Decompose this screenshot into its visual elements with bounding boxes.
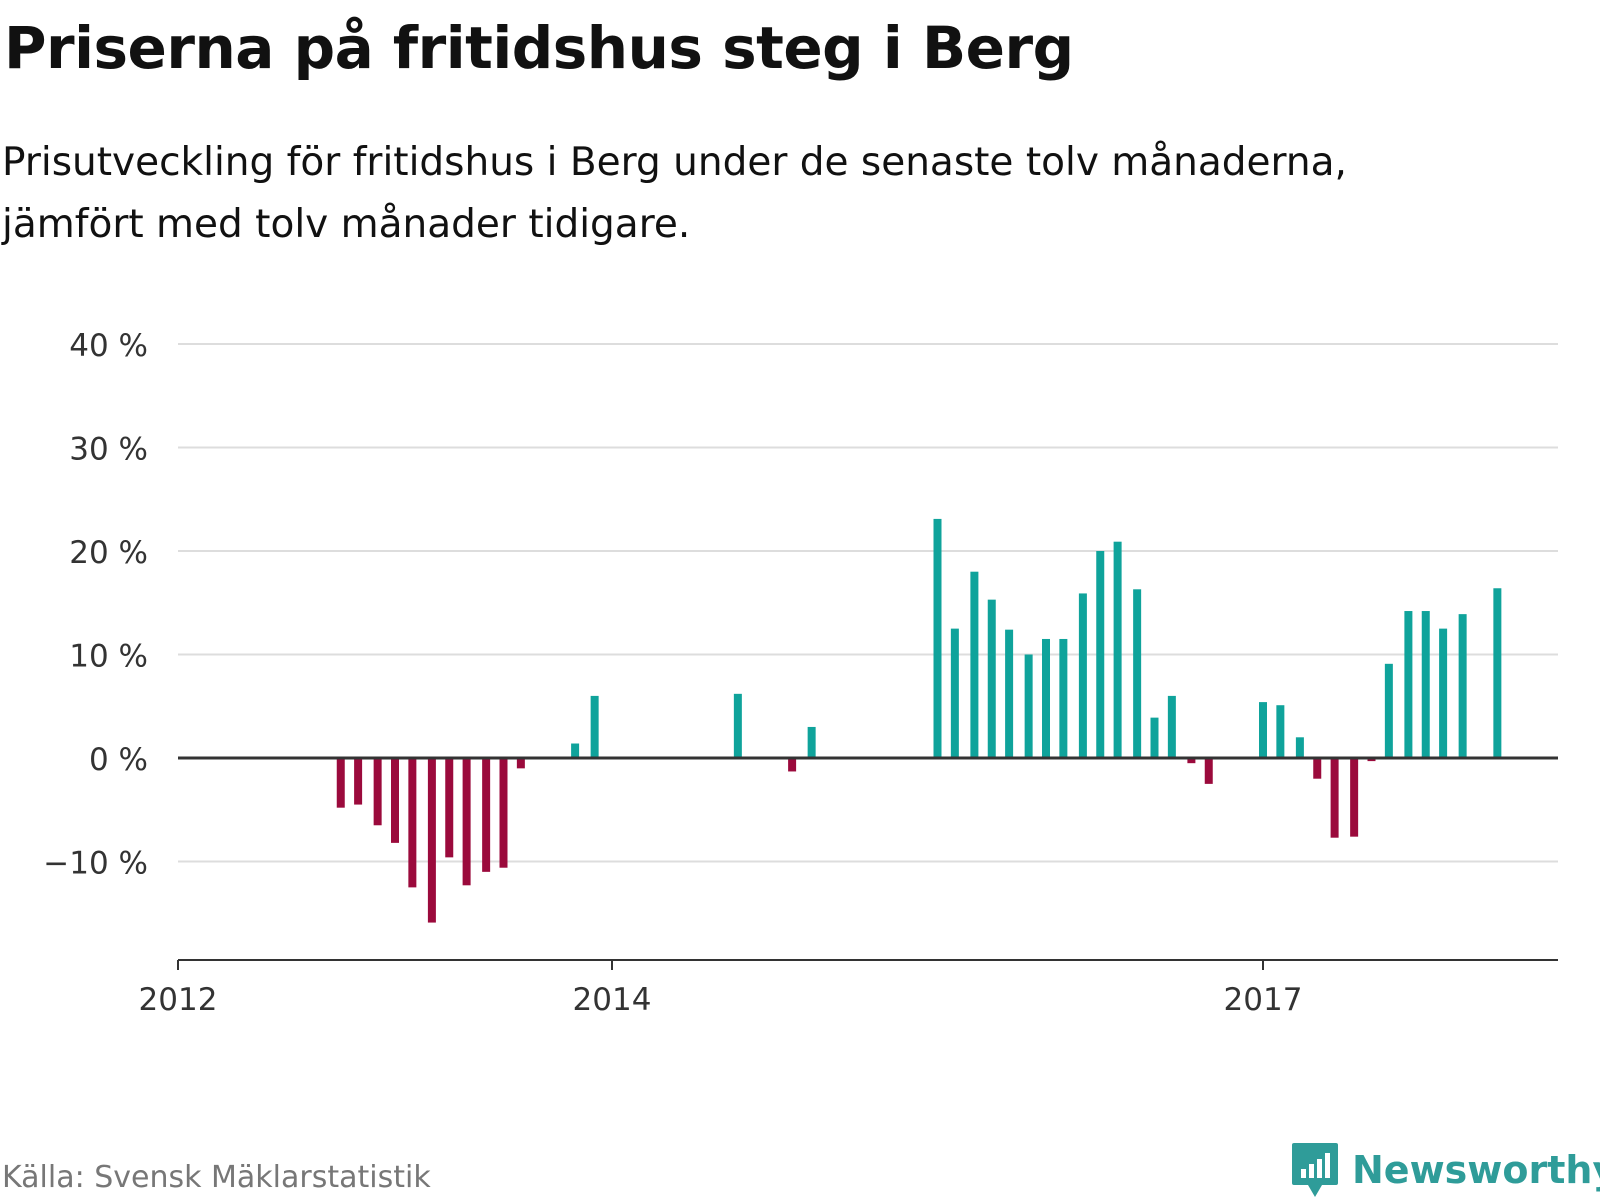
bar (1078, 593, 1087, 758)
source-note: Källa: Svensk Mäklarstatistik (2, 1160, 431, 1195)
bar (733, 693, 742, 758)
y-tick-label: 30 % (69, 432, 148, 468)
bar (807, 726, 816, 758)
bar (1113, 541, 1122, 758)
bar (1439, 628, 1448, 758)
y-tick-label: 40 % (69, 328, 148, 364)
bar (571, 743, 580, 758)
y-tick-label: 10 % (69, 639, 148, 675)
y-tick-label: 0 % (89, 742, 148, 778)
brand-name: Newsworthy (1352, 1148, 1600, 1192)
bar (1204, 758, 1213, 784)
subtitle-line-2: jämfört med tolv månader tidigare. (2, 202, 691, 247)
bar (590, 695, 599, 758)
bar (1276, 705, 1285, 758)
x-tick-label: 2012 (139, 982, 218, 1018)
bar (391, 758, 399, 843)
newsworthy-logo: Newsworthy (1290, 1140, 1600, 1200)
bar-chart: −10 %0 %10 %20 %30 %40 % 201220142017201… (43, 328, 1558, 1018)
bar (499, 758, 508, 868)
bar (516, 758, 525, 769)
bar (1167, 695, 1176, 758)
bar (336, 758, 345, 808)
bar (1330, 758, 1339, 838)
bar (1187, 758, 1196, 764)
newsworthy-logo-icon (1292, 1143, 1338, 1197)
x-axis: 201220142017201920222024 (139, 756, 1558, 1018)
y-tick-label: 20 % (69, 535, 148, 571)
y-axis-ticks: −10 % 0 % 10 % 20 % 30 % 40 % (43, 328, 148, 882)
bar (970, 571, 979, 758)
bar (1059, 638, 1068, 758)
bars (336, 518, 1502, 923)
bar (1150, 717, 1159, 758)
y-tick-label: −10 % (43, 846, 148, 882)
bar (933, 518, 942, 758)
bar (1096, 551, 1105, 758)
bar (1421, 611, 1430, 758)
bar (1404, 611, 1413, 758)
bar (354, 758, 363, 805)
bar (408, 758, 417, 888)
bar (1384, 663, 1393, 758)
x-tick-label: 2014 (573, 982, 652, 1018)
bar (987, 599, 996, 758)
bar (462, 758, 471, 886)
bar (1458, 614, 1467, 758)
x-tick-label: 2017 (1224, 982, 1303, 1018)
bar (950, 628, 959, 758)
gridlines (178, 343, 1558, 863)
bar (1133, 589, 1142, 758)
bar (1367, 758, 1376, 762)
bar (1005, 629, 1014, 758)
bar (427, 758, 436, 923)
bar (1024, 654, 1033, 758)
bar (1313, 758, 1322, 779)
bar (482, 758, 491, 872)
bar (1259, 702, 1267, 758)
bar (445, 758, 454, 858)
bar (788, 758, 797, 772)
chart-subtitle: Prisutveckling för fritidshus i Berg und… (2, 132, 1562, 256)
bar (1350, 758, 1359, 837)
bar (1295, 737, 1304, 758)
bar (1493, 588, 1502, 758)
chart-title: Priserna på fritidshus steg i Berg (4, 14, 1074, 82)
bar (1042, 638, 1050, 758)
bar (373, 758, 382, 826)
subtitle-line-1: Prisutveckling för fritidshus i Berg und… (2, 140, 1347, 185)
